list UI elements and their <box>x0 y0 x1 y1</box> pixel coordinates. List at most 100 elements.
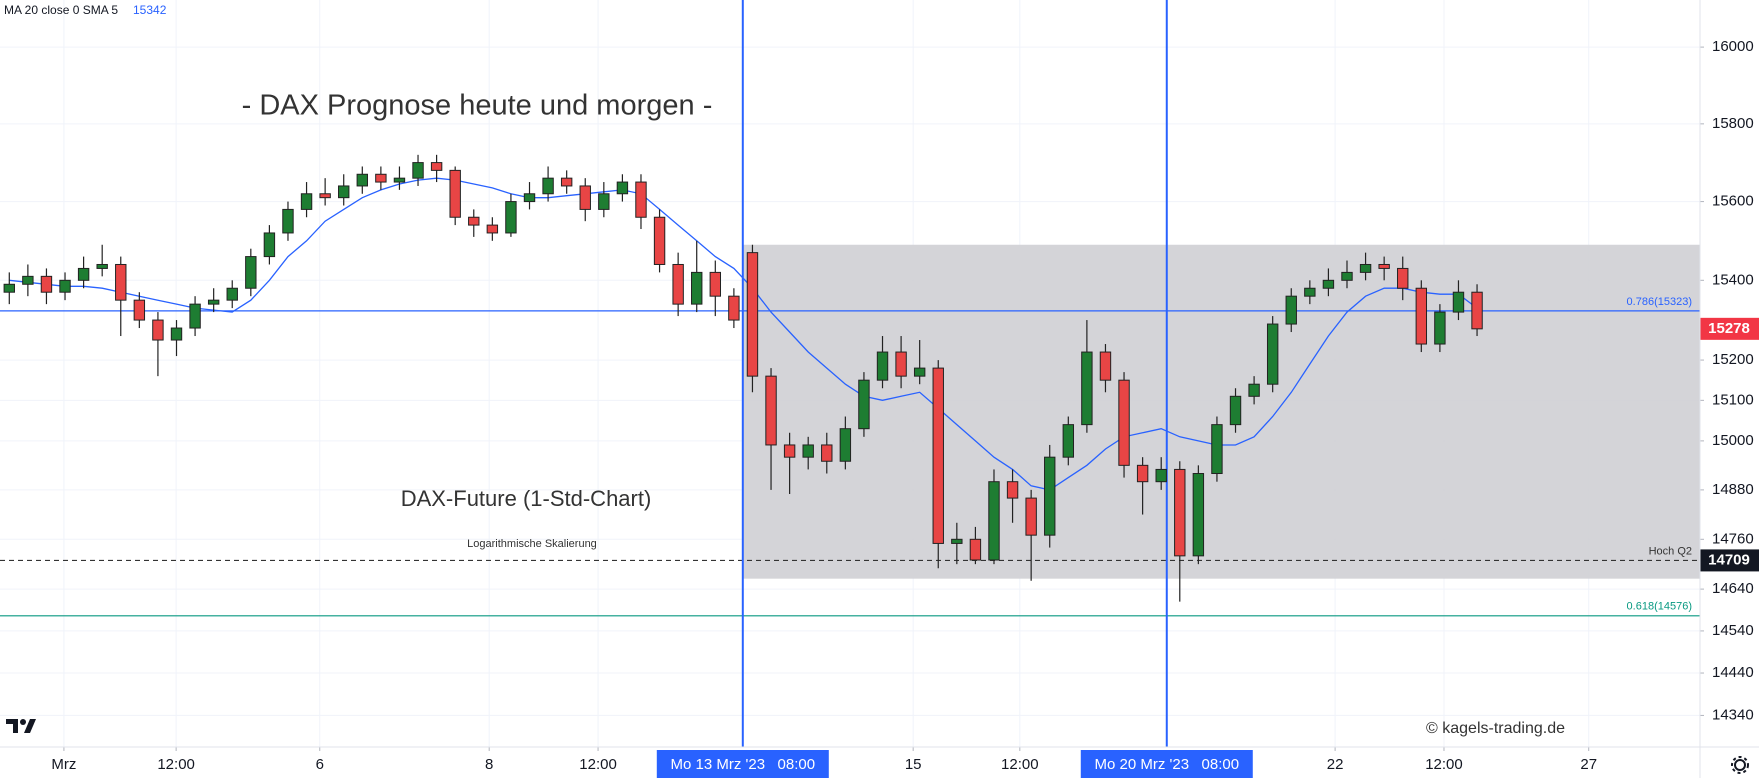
chart-title: - DAX Prognose heute und morgen - <box>242 90 713 122</box>
candle-body <box>635 181 647 218</box>
candle-body <box>338 185 350 199</box>
candle-body <box>1415 287 1428 345</box>
candle-body <box>728 295 740 321</box>
x-tick-label: 15 <box>905 756 922 773</box>
background-layer <box>0 0 1704 751</box>
last-price-label: 15278 <box>1708 320 1750 337</box>
candle-body <box>1434 311 1446 345</box>
y-tick-label: 14540 <box>1712 622 1754 639</box>
x-tick-label: 27 <box>1580 756 1597 773</box>
candle-body <box>468 216 480 226</box>
candle-body <box>988 481 1000 561</box>
candle-body <box>22 275 34 285</box>
candle-body <box>226 287 238 301</box>
candle-body <box>1118 379 1130 466</box>
candle-body <box>839 428 852 462</box>
candle-body <box>1304 287 1316 297</box>
candle-body <box>412 162 424 179</box>
candle-body <box>263 232 276 258</box>
candle-body <box>653 216 666 265</box>
logo-part <box>6 719 18 733</box>
candle-body <box>1248 383 1260 397</box>
y-tick-label: 14340 <box>1712 706 1754 723</box>
candle-body <box>1211 424 1223 475</box>
marker-label: Mo 13 Mrz '23 08:00 <box>670 756 815 773</box>
candle-body <box>951 538 963 544</box>
candle-body <box>709 271 722 297</box>
candle-body <box>133 299 146 321</box>
candle-body <box>486 224 499 234</box>
marker-label-box <box>1080 750 1253 778</box>
candle-body <box>189 303 201 329</box>
indicator-name: MA 20 close 0 SMA 5 <box>4 3 118 17</box>
level-price-box <box>1700 549 1759 572</box>
y-tick-label: 15400 <box>1712 271 1754 288</box>
candle-body <box>3 283 15 293</box>
y-tick-label: 15800 <box>1712 115 1754 132</box>
candle-body <box>523 193 536 203</box>
y-tick-label: 15200 <box>1712 351 1754 368</box>
candle-body <box>672 263 684 305</box>
candle-body <box>1062 424 1075 458</box>
foreground-layer: 14340 14440 14540 14640 14760 14880 15000 15100… <box>51 38 1759 778</box>
candle-body <box>579 185 591 210</box>
candle-body <box>542 177 554 195</box>
candle-body <box>560 177 573 187</box>
candle-body <box>616 181 629 195</box>
candle-body <box>876 351 889 381</box>
x-tick-label: Mrz <box>51 756 76 773</box>
gear[interactable] <box>1734 759 1746 771</box>
candle-body <box>802 444 814 458</box>
logo-part <box>20 719 26 725</box>
candle-body <box>1322 279 1335 289</box>
candle-body <box>895 351 907 377</box>
level-label: 0.786(15323) <box>1627 296 1692 308</box>
candle-body <box>96 263 108 269</box>
candle-body <box>1192 473 1205 557</box>
last-price-box <box>1700 317 1759 340</box>
candle-body <box>356 173 368 187</box>
candle-body <box>430 162 443 171</box>
candle-body <box>152 319 164 341</box>
candle-body <box>319 193 331 199</box>
candle-body <box>746 252 759 377</box>
x-tick-label: 12:00 <box>579 756 617 773</box>
y-tick-label: 14640 <box>1712 580 1754 597</box>
indicator-value: 15342 <box>133 3 167 17</box>
candle-body <box>393 177 406 183</box>
candle-body <box>913 367 926 377</box>
candle-body <box>1099 351 1112 381</box>
candle-body <box>1359 263 1372 273</box>
settings-icon[interactable] <box>1731 756 1749 774</box>
marker-label: Mo 20 Mrz '23 08:00 <box>1094 756 1239 773</box>
candle-body <box>1229 395 1242 426</box>
watermark: © kagels-trading.de <box>1426 720 1565 737</box>
gear-teeth[interactable] <box>1731 756 1749 774</box>
candle-body <box>1174 468 1186 557</box>
candle-body <box>821 444 833 462</box>
y-tick-label: 14440 <box>1712 664 1754 681</box>
candle-body <box>505 201 517 234</box>
candle-body <box>1136 464 1149 483</box>
candle-body <box>245 256 257 289</box>
candle-body <box>691 271 703 305</box>
level-label: 0.618(14576) <box>1627 601 1692 613</box>
x-tick-label: 6 <box>316 756 324 773</box>
candle-body <box>300 193 313 210</box>
y-tick-label: 16000 <box>1712 38 1754 55</box>
scale-note: Logarithmische Skalierung <box>467 538 597 550</box>
tv-logo <box>6 719 36 733</box>
y-tick-label: 15100 <box>1712 391 1754 408</box>
marker-label-box <box>656 750 829 778</box>
candle-body <box>932 367 944 544</box>
x-tick-label: 8 <box>485 756 493 773</box>
candle-body <box>765 375 777 446</box>
candle-body <box>1397 267 1409 289</box>
level-price-label: 14709 <box>1708 551 1750 568</box>
y-tick-label: 14880 <box>1712 481 1754 498</box>
y-tick-label: 15600 <box>1712 193 1754 210</box>
y-tick-label: 15000 <box>1712 432 1754 449</box>
logo-part <box>24 719 36 733</box>
candle-body <box>59 279 71 293</box>
